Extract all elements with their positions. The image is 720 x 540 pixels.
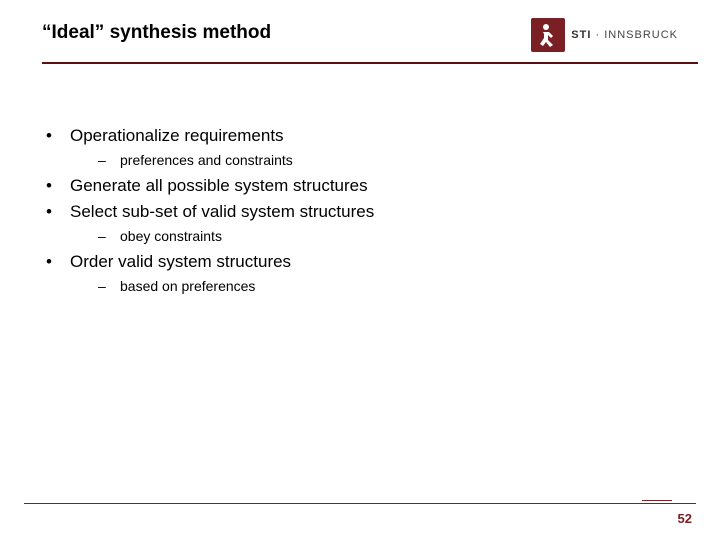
header-rule (42, 62, 698, 64)
bullet-1-sub-1-text: preferences and constraints (120, 152, 293, 168)
footer-rule (24, 503, 696, 505)
bullet-2-text: Generate all possible system structures (70, 176, 368, 196)
logo-prefix: STI (571, 29, 591, 41)
bullet-3: • Select sub-set of valid system structu… (42, 202, 678, 222)
bullet-4-sub-1-text: based on preferences (120, 278, 255, 294)
page-number: 52 (678, 511, 692, 526)
content: • Operationalize requirements – preferen… (42, 118, 678, 298)
bullet-marker: • (42, 176, 70, 196)
bullet-3-sub-1: – obey constraints (98, 228, 678, 244)
bullet-4-sub-1: – based on preferences (98, 278, 678, 294)
logo-text: STI · INNSBRUCK (571, 29, 678, 41)
bullet-3-text: Select sub-set of valid system structure… (70, 202, 374, 222)
bullet-2: • Generate all possible system structure… (42, 176, 678, 196)
slide: “Ideal” synthesis method STI · INNSBRUCK… (0, 0, 720, 540)
logo-separator: · (595, 29, 604, 41)
bullet-1: • Operationalize requirements (42, 126, 678, 146)
bullet-marker: • (42, 202, 70, 222)
logo: STI · INNSBRUCK (531, 18, 678, 52)
dash-marker: – (98, 228, 120, 244)
logo-suffix: INNSBRUCK (604, 29, 678, 41)
bullet-1-text: Operationalize requirements (70, 126, 284, 146)
bullet-1-sub-1: – preferences and constraints (98, 152, 678, 168)
bullet-4-text: Order valid system structures (70, 252, 291, 272)
slide-title: “Ideal” synthesis method (42, 22, 271, 44)
header: “Ideal” synthesis method STI · INNSBRUCK (42, 22, 678, 72)
bullet-4: • Order valid system structures (42, 252, 678, 272)
bullet-marker: • (42, 126, 70, 146)
logo-icon (531, 18, 565, 52)
dash-marker: – (98, 152, 120, 168)
bullet-marker: • (42, 252, 70, 272)
footer-tick (642, 500, 672, 502)
bullet-3-sub-1-text: obey constraints (120, 228, 222, 244)
dash-marker: – (98, 278, 120, 294)
